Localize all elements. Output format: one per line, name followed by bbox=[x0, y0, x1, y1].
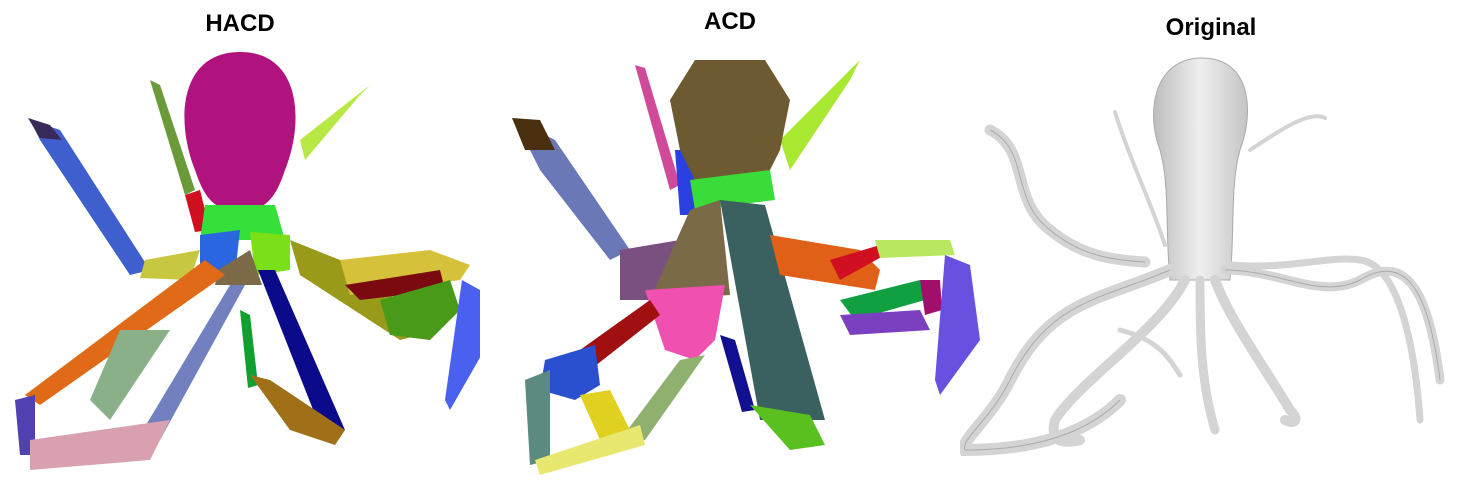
hacd-tentacle-part bbox=[380, 280, 460, 340]
acd-tentacle-part bbox=[580, 390, 630, 440]
acd-tentacle-part bbox=[635, 65, 680, 190]
original-octopus-render bbox=[960, 57, 1445, 457]
panel-acd: ACD bbox=[480, 0, 980, 485]
acd-tentacle-part bbox=[770, 235, 880, 290]
acd-tentacle-part bbox=[750, 405, 825, 450]
hacd-tentacle-part bbox=[445, 280, 480, 410]
hacd-tentacle-part bbox=[240, 310, 258, 388]
hacd-tentacle-part bbox=[150, 80, 195, 195]
acd-tentacle-part bbox=[830, 245, 885, 280]
acd-octopus-render bbox=[512, 60, 980, 475]
hacd-tentacle-part bbox=[30, 120, 150, 275]
acd-tentacle-part bbox=[875, 240, 955, 258]
acd-body-part bbox=[650, 200, 730, 300]
acd-tentacle-part bbox=[840, 280, 925, 320]
panel-hacd: HACD bbox=[0, 0, 480, 485]
hacd-tentacle-part bbox=[90, 330, 170, 420]
hacd-tentacle-part bbox=[258, 270, 345, 440]
hacd-octopus-render bbox=[15, 52, 480, 470]
acd-tentacle-part bbox=[515, 120, 630, 260]
panel-title: ACD bbox=[704, 8, 756, 35]
acd-tentacle-part bbox=[580, 300, 660, 370]
acd-tentacle-part bbox=[780, 60, 860, 170]
acd-neck-part bbox=[690, 170, 775, 210]
acd-tentacle-part bbox=[535, 425, 645, 475]
hacd-head-part bbox=[184, 52, 296, 212]
hacd-tentacle-part bbox=[30, 420, 170, 470]
hacd-tentacle-part bbox=[140, 285, 245, 440]
acd-body-part bbox=[645, 285, 725, 360]
acd-tentacle-part bbox=[525, 370, 550, 465]
hacd-neck-part bbox=[215, 250, 262, 285]
panel-title: HACD bbox=[205, 10, 275, 37]
acd-tentacle-part bbox=[720, 335, 755, 412]
acd-tentacle-part bbox=[540, 345, 600, 400]
panel-original: Original bbox=[960, 0, 1462, 485]
acd-tentacle-part bbox=[935, 255, 980, 395]
hacd-tentacle-part bbox=[250, 375, 345, 445]
acd-head-part bbox=[670, 60, 790, 180]
acd-tentacle-part bbox=[920, 280, 942, 315]
panel-title: Original bbox=[1165, 14, 1257, 41]
acd-tentacle-part bbox=[840, 310, 930, 335]
hacd-tentacle-part bbox=[28, 118, 62, 140]
hacd-neck-part bbox=[250, 232, 290, 275]
acd-tentacle-part bbox=[620, 355, 705, 440]
acd-body-part bbox=[720, 200, 825, 420]
hacd-tentacle-part bbox=[140, 250, 200, 280]
original-head bbox=[1153, 57, 1248, 281]
acd-tentacle-part bbox=[512, 118, 555, 150]
hacd-tentacle-part bbox=[300, 85, 370, 160]
hacd-neck-part bbox=[200, 205, 285, 240]
